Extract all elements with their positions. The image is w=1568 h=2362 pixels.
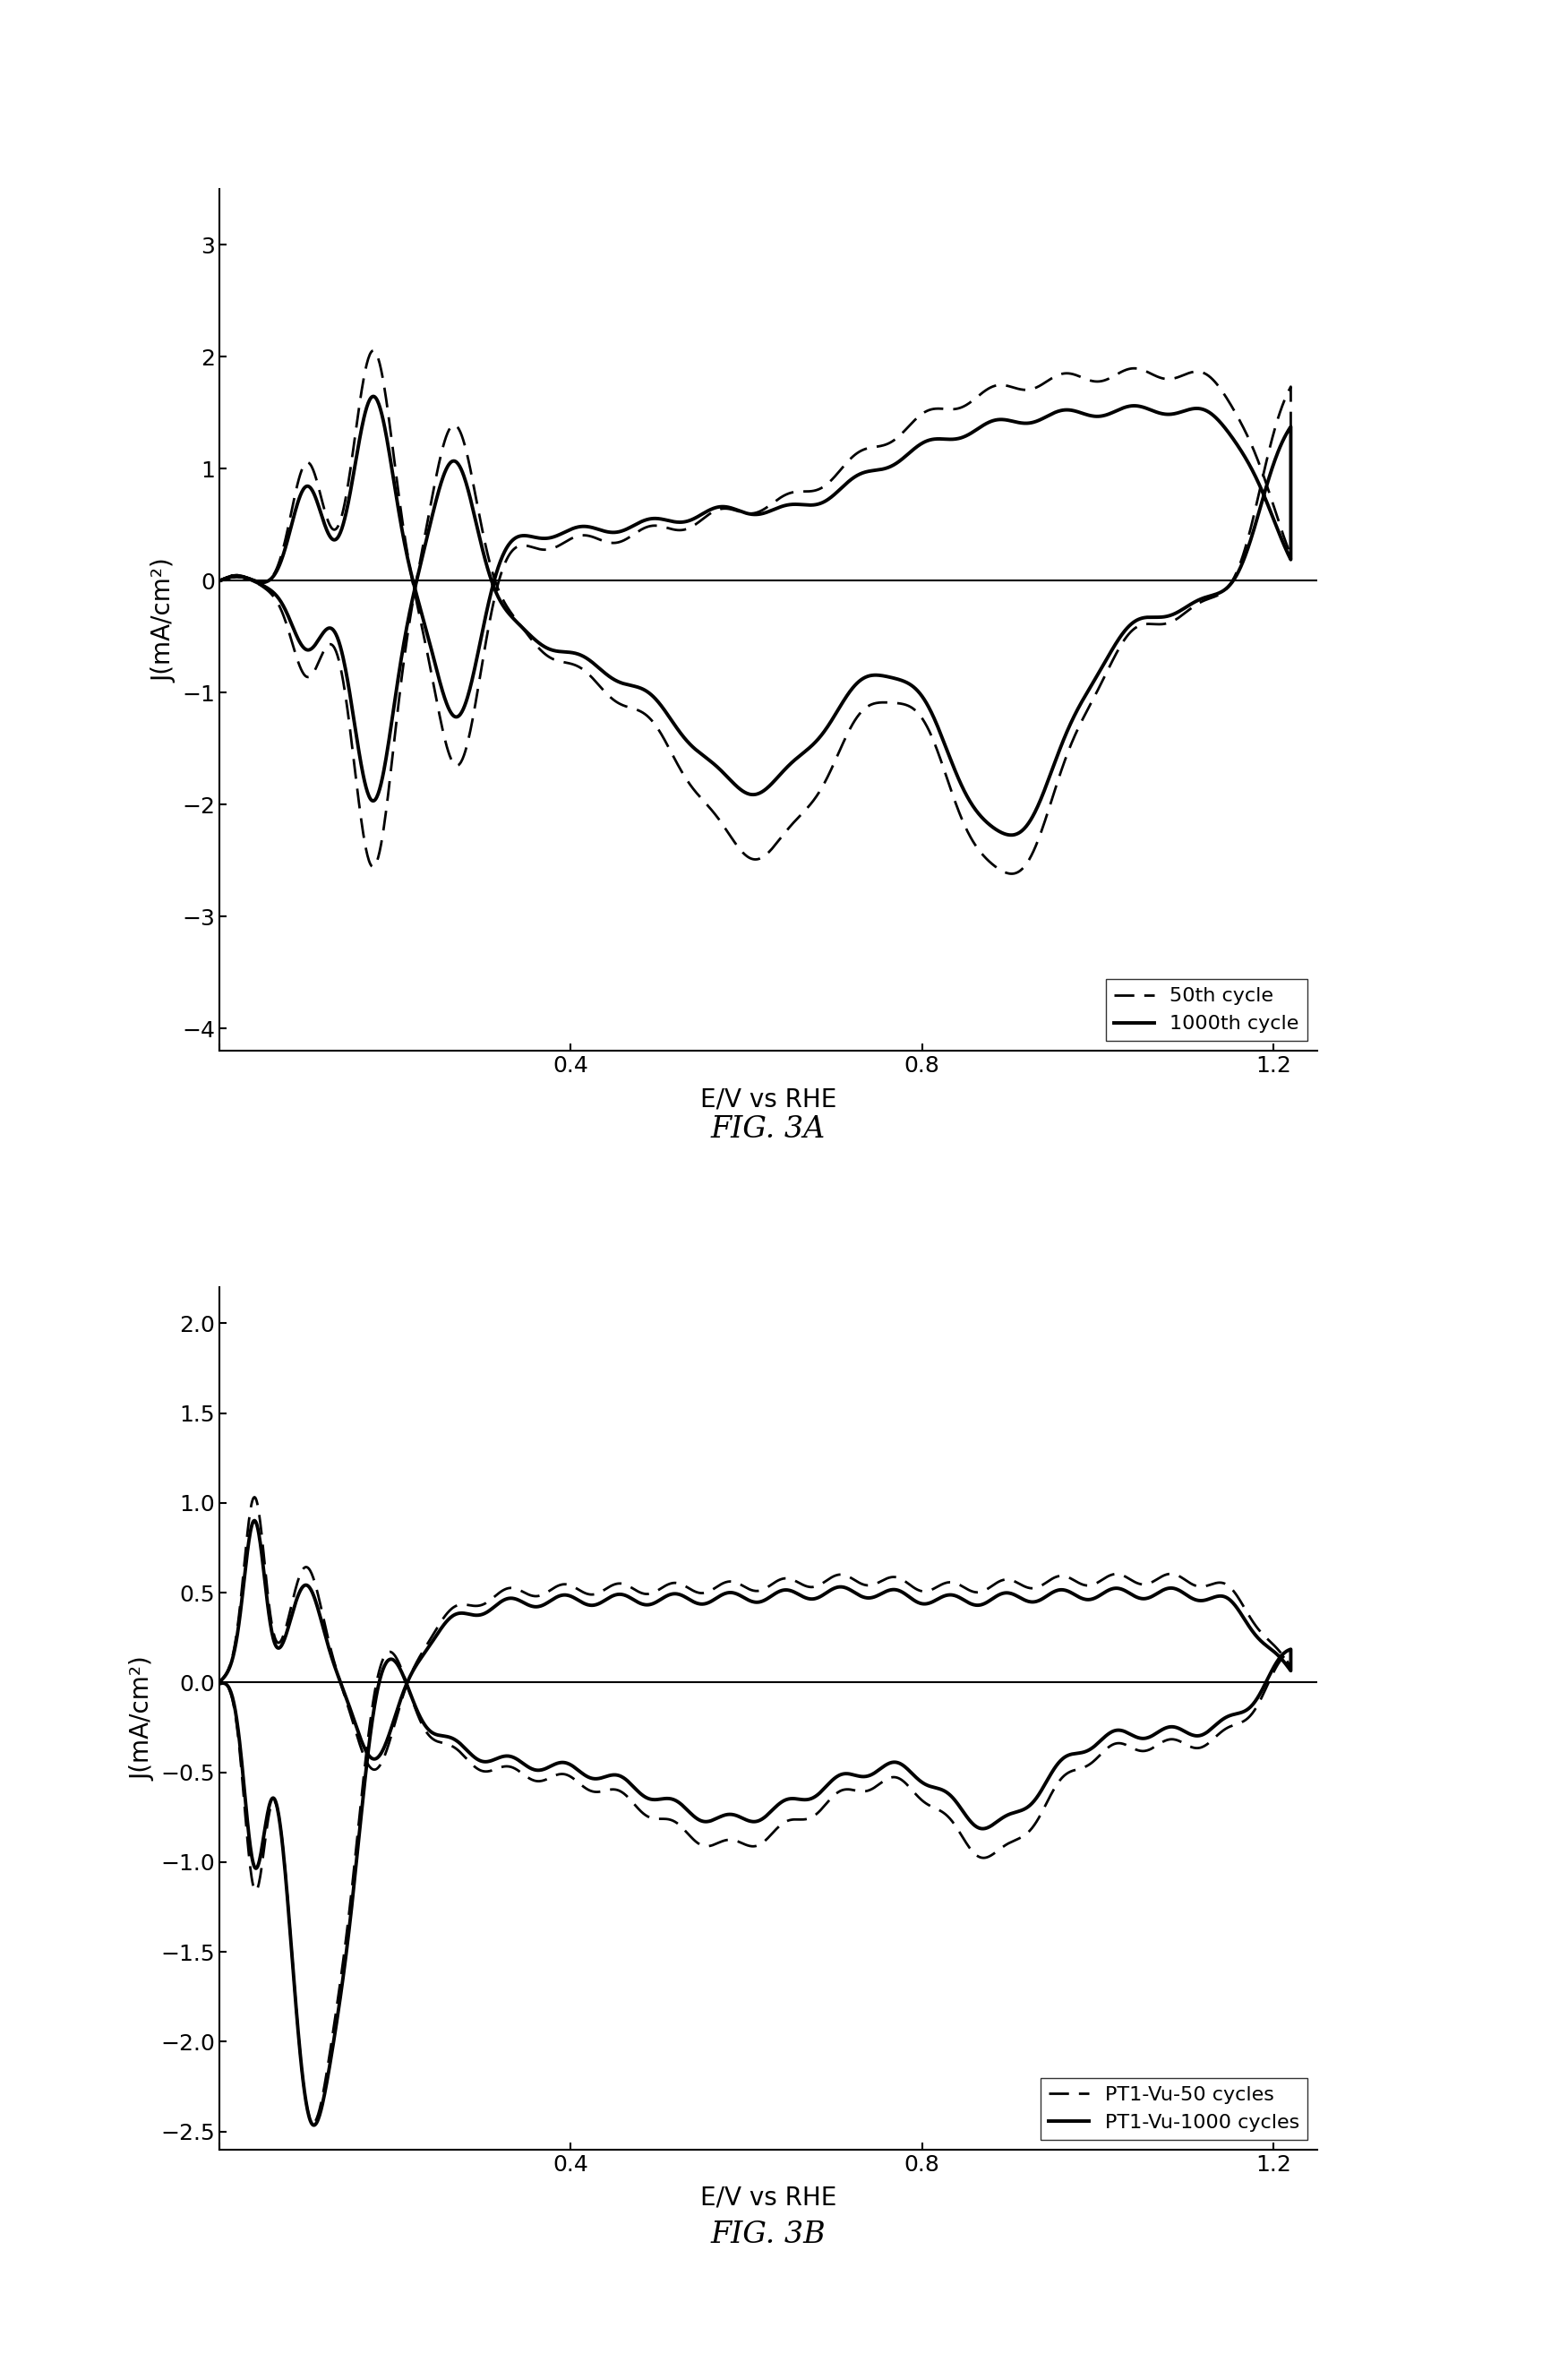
Text: FIG. 3A: FIG. 3A bbox=[710, 1115, 826, 1143]
X-axis label: E/V vs RHE: E/V vs RHE bbox=[699, 1087, 837, 1113]
Legend: PT1-Vu-50 cycles, PT1-Vu-1000 cycles: PT1-Vu-50 cycles, PT1-Vu-1000 cycles bbox=[1041, 2079, 1308, 2140]
Text: FIG. 3B: FIG. 3B bbox=[710, 2220, 826, 2249]
Y-axis label: J(mA/cm²): J(mA/cm²) bbox=[130, 1656, 155, 1781]
X-axis label: E/V vs RHE: E/V vs RHE bbox=[699, 2185, 837, 2211]
Legend: 50th cycle, 1000th cycle: 50th cycle, 1000th cycle bbox=[1107, 980, 1308, 1042]
Y-axis label: J(mA/cm²): J(mA/cm²) bbox=[152, 557, 177, 683]
